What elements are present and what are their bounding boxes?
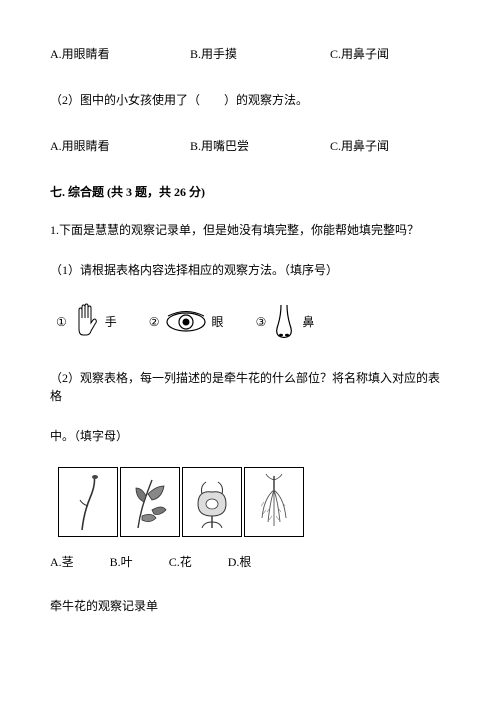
- plant-flower-box: [182, 467, 242, 537]
- q7-1: 1.下面是慧慧的观察记录单，但是她没有填完整，你能帮她填完整吗？: [50, 221, 450, 239]
- method-2-label: 眼: [212, 313, 224, 331]
- flower-icon: [188, 472, 236, 532]
- q1-option-a: A.用眼睛看: [50, 45, 190, 63]
- method-1-num: ①: [56, 313, 67, 331]
- eye-icon: [164, 310, 208, 334]
- plant-row: [50, 467, 450, 537]
- method-eye: ② 眼: [149, 310, 224, 334]
- method-nose: ③ 鼻: [256, 301, 315, 343]
- q7-1-2a: （2）观察表格，每一列描述的是牵牛花的什么部位？将名称填入对应的表格: [50, 369, 450, 405]
- method-3-label: 鼻: [302, 313, 314, 331]
- final-line: 牵牛花的观察记录单: [50, 597, 450, 615]
- plant-opt-b: B.叶: [110, 553, 133, 571]
- q1-option-b: B.用手摸: [190, 45, 330, 63]
- q2-option-a: A.用眼睛看: [50, 137, 190, 155]
- method-1-label: 手: [105, 313, 117, 331]
- hand-icon: [71, 301, 101, 343]
- nose-icon: [270, 301, 298, 343]
- q7-1-2b: 中。（填字母）: [50, 427, 450, 445]
- method-3-num: ③: [256, 313, 267, 331]
- plant-stem-box: [58, 467, 118, 537]
- plant-opt-c: C.花: [169, 553, 192, 571]
- plant-leaf-box: [120, 467, 180, 537]
- q1-option-c: C.用鼻子闻: [330, 45, 389, 63]
- q2-option-c: C.用鼻子闻: [330, 137, 389, 155]
- plant-root-box: [244, 467, 304, 537]
- plant-options: A.茎 B.叶 C.花 D.根: [50, 553, 450, 571]
- plant-opt-d: D.根: [228, 553, 252, 571]
- q2-text: （2）图中的小女孩使用了（ ）的观察方法。: [50, 91, 450, 109]
- root-icon: [250, 472, 298, 532]
- q2-options: A.用眼睛看 B.用嘴巴尝 C.用鼻子闻: [50, 137, 450, 155]
- stem-icon: [64, 472, 112, 532]
- section-7-title: 七. 综合题 (共 3 题，共 26 分): [50, 183, 450, 201]
- method-2-num: ②: [149, 313, 160, 331]
- q1-options: A.用眼睛看 B.用手摸 C.用鼻子闻: [50, 45, 450, 63]
- method-hand: ① 手: [56, 301, 117, 343]
- leaf-icon: [126, 472, 174, 532]
- q7-1-1: （1）请根据表格内容选择相应的观察方法。（填序号）: [50, 261, 450, 279]
- methods-row: ① 手 ② 眼 ③ 鼻: [50, 301, 450, 343]
- q2-option-b: B.用嘴巴尝: [190, 137, 330, 155]
- plant-opt-a: A.茎: [50, 553, 74, 571]
